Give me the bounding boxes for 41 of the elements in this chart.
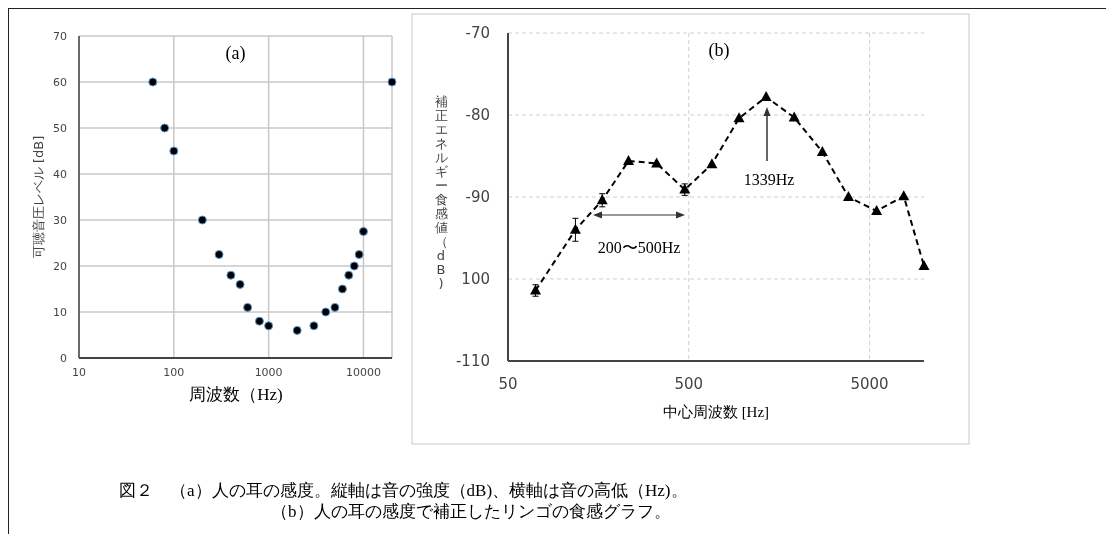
- annotation: 1339Hz: [743, 171, 795, 188]
- y-tick-label: 60: [53, 75, 67, 89]
- point: [569, 223, 581, 234]
- y-tick-label: -70: [465, 24, 490, 43]
- x-tick-label: 1000: [254, 366, 283, 379]
- point: [898, 190, 910, 201]
- y-tick-label: -80: [465, 106, 490, 125]
- x-axis-title: 中心周波数 [Hz]: [662, 404, 770, 420]
- y-tick-label: 30: [53, 213, 67, 227]
- point: [760, 90, 772, 101]
- y-tick-label: 100: [461, 270, 490, 289]
- y-axis-title: 可聴音圧レベル [dB]: [31, 135, 46, 259]
- x-axis-title: 周波数（Hz): [189, 385, 283, 404]
- point: [651, 157, 663, 168]
- y-tick-label: 20: [53, 259, 67, 273]
- caption: 図２ （a）人の耳の感度。縦軸は音の強度（dB)、横軸は音の高低（Hz)。: [119, 481, 688, 500]
- annotation: 200〜500Hz: [597, 239, 681, 256]
- y-tick-label: 10: [53, 305, 67, 319]
- x-tick-label: 100: [163, 366, 185, 379]
- point: [623, 154, 634, 165]
- text: （b）人の耳の感度で補正したリンゴの食感グラフ。: [271, 502, 671, 521]
- point: [706, 158, 718, 169]
- x-tick-label: 5000: [850, 375, 889, 393]
- chart-title: (a): [225, 43, 246, 64]
- point: [788, 111, 800, 122]
- text: 補正エネルギー食感値（dB): [434, 94, 448, 291]
- point: [816, 145, 828, 156]
- y-tick-label: 70: [53, 29, 67, 43]
- x-tick-label: 50: [498, 375, 518, 393]
- point: [733, 112, 745, 123]
- y-tick-label: 0: [60, 351, 67, 365]
- point: [842, 191, 854, 201]
- y-tick-label: 50: [53, 121, 67, 135]
- y-tick-label: 40: [53, 167, 67, 181]
- y-tick-label: -90: [465, 188, 490, 207]
- y-tick-label: -110: [455, 352, 490, 371]
- x-tick-label: 10: [72, 366, 86, 379]
- point: [871, 204, 883, 215]
- x-tick-label: 500: [674, 375, 704, 393]
- chart-title: (b): [708, 40, 730, 61]
- x-tick-label: 10000: [345, 366, 381, 379]
